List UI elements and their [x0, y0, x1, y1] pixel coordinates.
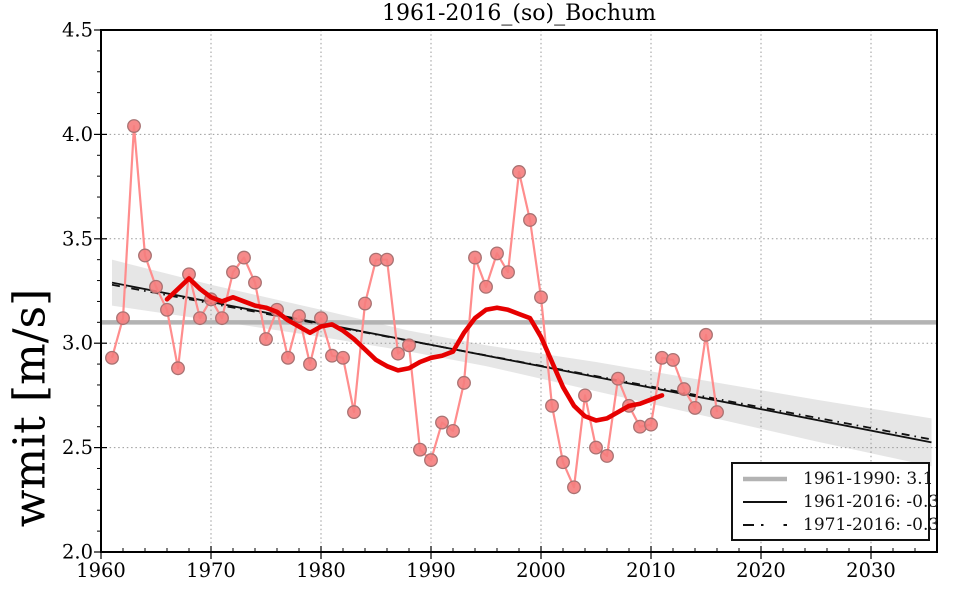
legend-item-trend-solid: 1961-2016: -0.3: [741, 490, 939, 513]
annual-data-point: [435, 415, 449, 430]
annual-data-point: [523, 213, 537, 227]
annual-data-point: [457, 375, 471, 390]
y-tick-label: 4.5: [62, 19, 93, 42]
annual-data-point: [490, 246, 504, 261]
y-tick-label: 4.0: [62, 123, 93, 146]
annual-data-point: [391, 346, 405, 361]
annual-data-point: [281, 350, 295, 365]
annual-data-point: [589, 440, 603, 455]
x-tick-label: 1990: [406, 559, 456, 582]
annual-data-point: [105, 350, 119, 365]
annual-data-point: [303, 357, 317, 372]
annual-data-point: [116, 311, 130, 326]
trend-line-1971-2016: [111, 283, 932, 441]
annual-data-point: [237, 250, 251, 265]
annual-data-point: [699, 327, 713, 342]
legend-item-reference: 1961-1990: 3.1: [741, 467, 933, 490]
annual-data-point: [149, 279, 163, 294]
x-tick-label: 2020: [736, 559, 786, 582]
annual-data-point: [545, 398, 559, 413]
x-tick-label: 1960: [76, 559, 126, 582]
annual-data-point: [413, 442, 427, 457]
annual-data-point: [600, 449, 614, 463]
annual-data-point: [215, 311, 229, 326]
annual-data-point: [160, 302, 174, 317]
annual-data-point: [578, 388, 592, 403]
annual-data-point: [424, 453, 438, 468]
annual-data-point: [248, 275, 262, 290]
y-axis-label: wmit [m/s]: [4, 288, 56, 528]
y-tick-label: 3.0: [62, 332, 93, 355]
annual-data-point: [710, 405, 724, 420]
annual-data-point: [193, 311, 207, 326]
annual-data-point: [611, 371, 625, 386]
solid-trend-sample-icon: [741, 498, 789, 506]
reference-line-sample-icon: [741, 475, 789, 483]
annual-data-point: [380, 252, 394, 267]
annual-data-point: [138, 248, 152, 263]
dashdot-trend-sample-icon: [741, 521, 789, 529]
annual-data-point: [468, 250, 482, 265]
legend-label-reference: 1961-1990: 3.1: [803, 468, 934, 489]
annual-data-point: [402, 338, 416, 353]
annual-data-point: [171, 361, 185, 376]
annual-data-point: [347, 405, 361, 420]
legend-item-trend-dashdot: 1971-2016: -0.3: [741, 513, 939, 536]
legend-box: 1961-1990: 3.1 1961-2016: -0.3 1971-2016…: [731, 462, 939, 541]
annual-data-point: [501, 265, 515, 280]
annual-data-point: [688, 400, 702, 415]
annual-data-point: [479, 279, 493, 294]
legend-label-trend-solid: 1961-2016: -0.3: [803, 491, 940, 512]
annual-data-point: [358, 296, 372, 311]
y-tick-label: 2.0: [62, 541, 93, 564]
legend-label-trend-dashdot: 1971-2016: -0.3: [803, 514, 940, 535]
annual-data-point: [567, 480, 581, 495]
x-tick-label: 2030: [846, 559, 896, 582]
x-tick-label: 2000: [516, 559, 566, 582]
annual-data-point: [677, 382, 691, 397]
annual-data-point: [127, 119, 141, 133]
annual-data-point: [314, 311, 328, 326]
annual-data-point: [226, 265, 240, 280]
annual-data-point: [259, 332, 273, 346]
annual-data-point: [534, 290, 548, 305]
x-tick-label: 2010: [626, 559, 676, 582]
y-tick-label: 2.5: [62, 436, 93, 459]
annual-data-point: [644, 417, 658, 432]
x-tick-label: 1980: [296, 559, 346, 582]
x-tick-label: 1970: [186, 559, 236, 582]
annual-data-point: [292, 309, 306, 324]
annual-data-point: [666, 352, 680, 367]
y-tick-label: 3.5: [62, 227, 93, 250]
annual-data-point: [336, 350, 350, 365]
annual-data-point: [512, 165, 526, 179]
annual-data-point: [556, 455, 570, 470]
chart-title: 1961-2016_(so)_Bochum: [381, 1, 657, 26]
smoothed-series-line: [164, 276, 665, 423]
annual-data-point: [446, 423, 460, 438]
